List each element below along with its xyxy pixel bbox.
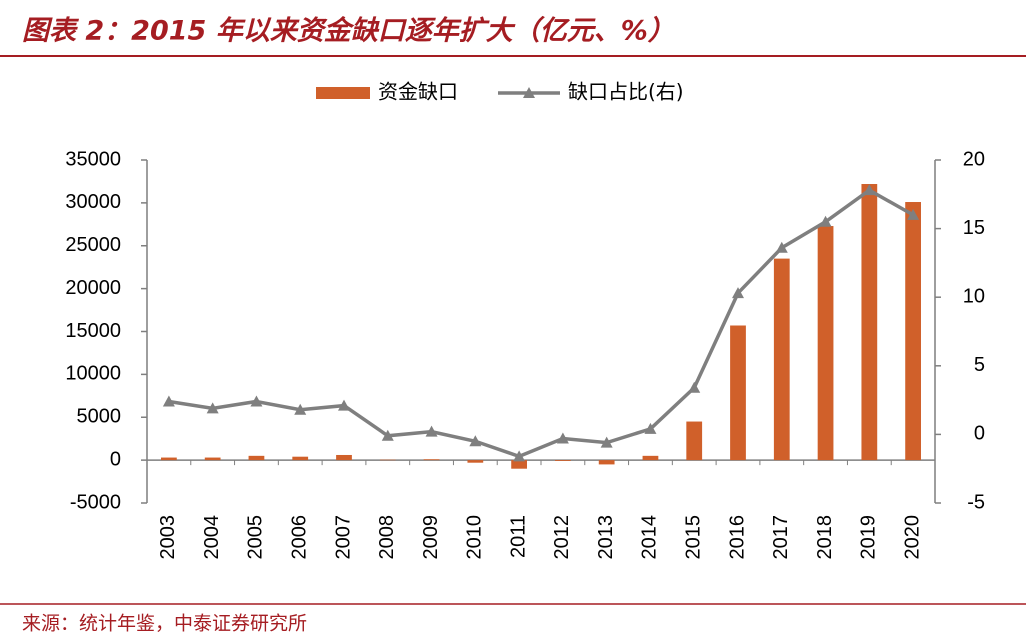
x-tick-label: 2016	[726, 515, 748, 560]
x-tick-label: 2018	[814, 515, 836, 560]
bar	[905, 202, 921, 461]
bar	[204, 457, 221, 461]
y-tick-label: 0	[110, 448, 121, 470]
y-tick-label: 10000	[65, 363, 121, 385]
chart-title: 图表 2：2015 年以来资金缺口逐年扩大（亿元、%）	[22, 16, 675, 47]
x-tick-label: 2008	[376, 515, 398, 560]
line-marker	[206, 402, 219, 414]
bar	[161, 457, 177, 461]
bar	[511, 460, 527, 469]
x-tick-label: 2007	[332, 515, 354, 560]
x-tick-label: 2019	[858, 515, 880, 560]
bar	[379, 459, 396, 461]
y2-tick-label: -5	[967, 491, 985, 513]
x-tick-label: 2017	[770, 515, 792, 560]
legend-swatch	[523, 87, 535, 98]
legend-label: 缺口占比(右)	[568, 80, 684, 104]
y-tick-label: 15000	[65, 320, 121, 342]
x-tick-label: 2015	[683, 515, 705, 560]
line-marker	[294, 403, 307, 415]
line-marker	[469, 435, 482, 447]
line-marker	[688, 381, 701, 393]
x-tick-label: 2005	[245, 515, 267, 560]
line-marker	[425, 425, 438, 437]
y2-tick-label: 10	[963, 285, 985, 307]
line-marker	[338, 399, 350, 411]
y2-tick-label: 0	[974, 423, 985, 445]
y-tick-label: 25000	[65, 234, 121, 256]
y2-tick-label: 15	[963, 217, 985, 239]
line-marker	[819, 215, 832, 227]
x-tick-label: 2006	[289, 515, 311, 560]
y-tick-label: 5000	[77, 406, 122, 428]
y2-tick-label: 5	[974, 354, 985, 376]
legend-label: 资金缺口	[378, 80, 458, 104]
line-marker	[381, 429, 394, 441]
legend-swatch	[316, 87, 370, 99]
line-marker	[513, 450, 526, 462]
x-tick-label: 2003	[157, 515, 179, 560]
line-marker	[250, 395, 263, 407]
x-tick-label: 2009	[420, 515, 442, 560]
line-marker	[556, 432, 569, 444]
y-tick-label: 35000	[65, 148, 121, 170]
x-tick-label: 2013	[595, 515, 617, 560]
line-marker	[600, 436, 613, 448]
line-marker	[775, 241, 788, 253]
line-marker	[863, 184, 876, 196]
y-tick-label: 30000	[65, 191, 121, 213]
x-tick-label: 2012	[551, 515, 573, 560]
bar	[730, 325, 746, 461]
line-marker	[732, 287, 744, 299]
bar	[598, 460, 615, 465]
bar	[336, 454, 352, 461]
bar	[642, 455, 659, 461]
x-tick-label: 2004	[201, 515, 223, 560]
line-marker	[907, 208, 920, 220]
bar	[248, 455, 265, 461]
x-tick-label: 2014	[639, 515, 661, 560]
bar	[861, 184, 878, 461]
line-marker	[644, 422, 657, 434]
bar	[686, 421, 703, 461]
x-tick-label: 2020	[901, 515, 923, 560]
bar	[773, 258, 790, 461]
x-tick-label: 2010	[464, 515, 486, 560]
y-tick-label: 20000	[65, 277, 121, 299]
x-tick-label: 2011	[507, 515, 529, 558]
line-marker	[162, 395, 175, 407]
line	[168, 188, 914, 459]
bar	[555, 460, 571, 461]
bar	[817, 226, 834, 461]
y2-tick-label: 20	[963, 148, 985, 170]
bar	[292, 456, 309, 461]
source: 来源：统计年鉴，中泰证券研究所	[22, 613, 307, 635]
y-tick-label: -5000	[70, 491, 121, 513]
bar	[467, 460, 484, 463]
bar	[423, 459, 440, 461]
